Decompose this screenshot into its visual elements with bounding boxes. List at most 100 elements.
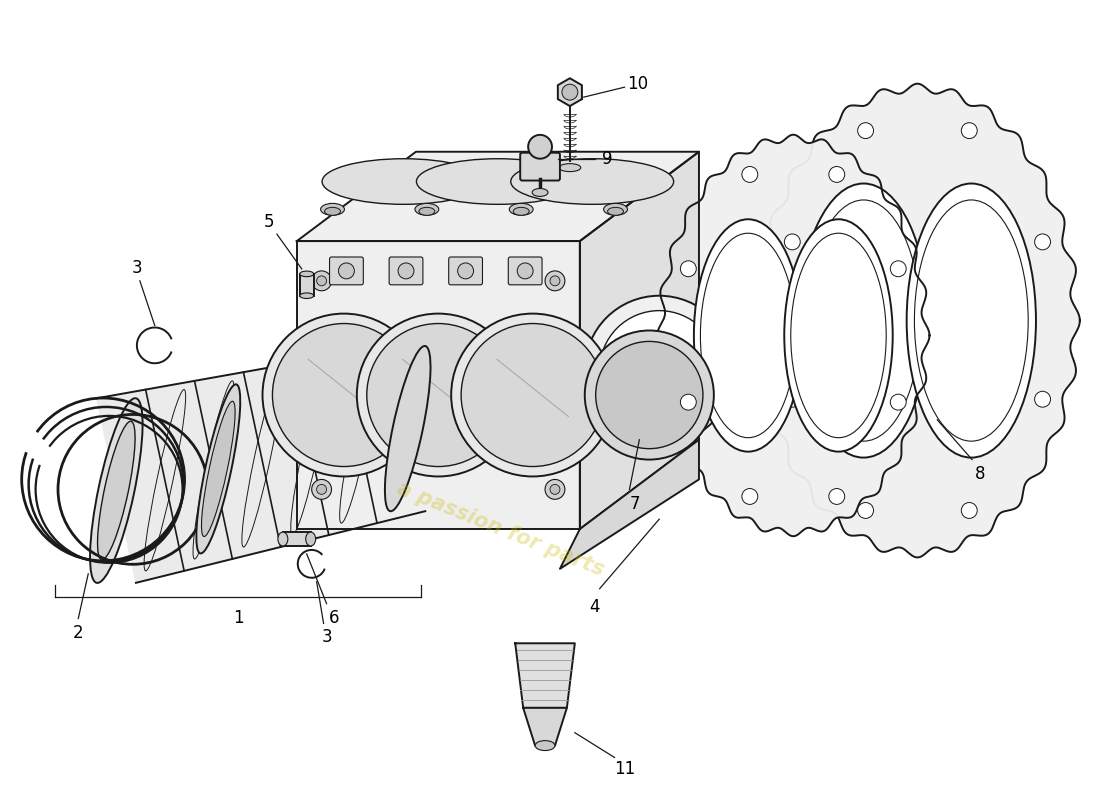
Ellipse shape <box>196 384 240 554</box>
Ellipse shape <box>550 276 560 286</box>
Text: 2: 2 <box>73 624 84 642</box>
Ellipse shape <box>914 200 1028 441</box>
Text: 1: 1 <box>233 610 243 627</box>
Ellipse shape <box>339 263 354 279</box>
Ellipse shape <box>278 532 288 546</box>
Ellipse shape <box>324 207 341 215</box>
Ellipse shape <box>398 263 414 279</box>
Polygon shape <box>524 708 567 746</box>
Ellipse shape <box>544 479 565 499</box>
Polygon shape <box>97 346 426 583</box>
FancyBboxPatch shape <box>449 257 483 285</box>
Text: 7: 7 <box>629 495 640 514</box>
Ellipse shape <box>417 158 580 204</box>
Text: 8: 8 <box>975 466 986 483</box>
Bar <box>283 532 310 546</box>
FancyBboxPatch shape <box>520 153 560 181</box>
Ellipse shape <box>535 741 556 750</box>
Ellipse shape <box>681 394 696 410</box>
Text: a passion for parts: a passion for parts <box>394 478 607 580</box>
Text: 9: 9 <box>603 150 613 168</box>
Ellipse shape <box>701 234 795 438</box>
Polygon shape <box>515 643 575 708</box>
Ellipse shape <box>828 166 845 182</box>
Ellipse shape <box>559 164 581 171</box>
Ellipse shape <box>311 271 331 290</box>
Ellipse shape <box>311 479 331 499</box>
Wedge shape <box>24 431 38 453</box>
Ellipse shape <box>961 122 977 138</box>
Polygon shape <box>297 152 698 241</box>
Ellipse shape <box>1035 234 1050 250</box>
Ellipse shape <box>741 489 758 505</box>
Text: 5: 5 <box>264 214 274 231</box>
Ellipse shape <box>656 354 679 377</box>
Text: 3: 3 <box>321 628 332 646</box>
Ellipse shape <box>784 391 800 407</box>
Wedge shape <box>32 439 45 459</box>
Text: PORSCHE: PORSCHE <box>353 351 886 449</box>
Ellipse shape <box>681 261 696 277</box>
Ellipse shape <box>317 485 327 494</box>
Polygon shape <box>580 152 698 529</box>
Ellipse shape <box>806 200 921 441</box>
Ellipse shape <box>741 166 758 182</box>
Ellipse shape <box>509 203 534 215</box>
Polygon shape <box>560 440 698 569</box>
Polygon shape <box>558 78 582 106</box>
Ellipse shape <box>596 342 703 449</box>
Ellipse shape <box>385 346 430 511</box>
Ellipse shape <box>791 234 887 438</box>
Ellipse shape <box>356 314 519 477</box>
Polygon shape <box>755 84 1080 558</box>
Ellipse shape <box>201 402 235 537</box>
Ellipse shape <box>514 207 529 215</box>
Ellipse shape <box>890 394 906 410</box>
Ellipse shape <box>562 84 578 100</box>
Ellipse shape <box>585 296 734 445</box>
Ellipse shape <box>784 219 893 452</box>
Ellipse shape <box>544 271 565 290</box>
Ellipse shape <box>604 203 627 215</box>
Ellipse shape <box>784 234 800 250</box>
Ellipse shape <box>694 219 802 452</box>
Ellipse shape <box>366 323 509 466</box>
Text: 4: 4 <box>590 598 600 615</box>
Ellipse shape <box>317 276 327 286</box>
FancyBboxPatch shape <box>330 257 363 285</box>
Ellipse shape <box>890 261 906 277</box>
Ellipse shape <box>828 489 845 505</box>
Ellipse shape <box>451 314 614 477</box>
Ellipse shape <box>528 135 552 158</box>
Ellipse shape <box>263 314 426 477</box>
Ellipse shape <box>510 158 673 204</box>
Ellipse shape <box>461 323 604 466</box>
Ellipse shape <box>415 203 439 215</box>
Ellipse shape <box>458 263 473 279</box>
Ellipse shape <box>585 330 714 459</box>
Text: 10: 10 <box>627 75 648 94</box>
Ellipse shape <box>906 183 1036 458</box>
Text: 11: 11 <box>614 761 635 778</box>
Ellipse shape <box>273 323 416 466</box>
Ellipse shape <box>517 263 534 279</box>
Bar <box>299 274 314 296</box>
Ellipse shape <box>1035 391 1050 407</box>
Ellipse shape <box>299 293 314 298</box>
FancyBboxPatch shape <box>508 257 542 285</box>
Ellipse shape <box>607 207 624 215</box>
Ellipse shape <box>322 158 485 204</box>
Ellipse shape <box>419 207 435 215</box>
Text: 6: 6 <box>329 610 340 627</box>
FancyBboxPatch shape <box>389 257 422 285</box>
Ellipse shape <box>306 532 316 546</box>
Ellipse shape <box>90 398 143 583</box>
Ellipse shape <box>532 189 548 197</box>
Ellipse shape <box>98 422 135 560</box>
Ellipse shape <box>600 310 718 430</box>
Ellipse shape <box>299 271 314 277</box>
Polygon shape <box>297 241 580 529</box>
Text: 3: 3 <box>132 259 142 277</box>
Ellipse shape <box>858 502 873 518</box>
Ellipse shape <box>858 122 873 138</box>
